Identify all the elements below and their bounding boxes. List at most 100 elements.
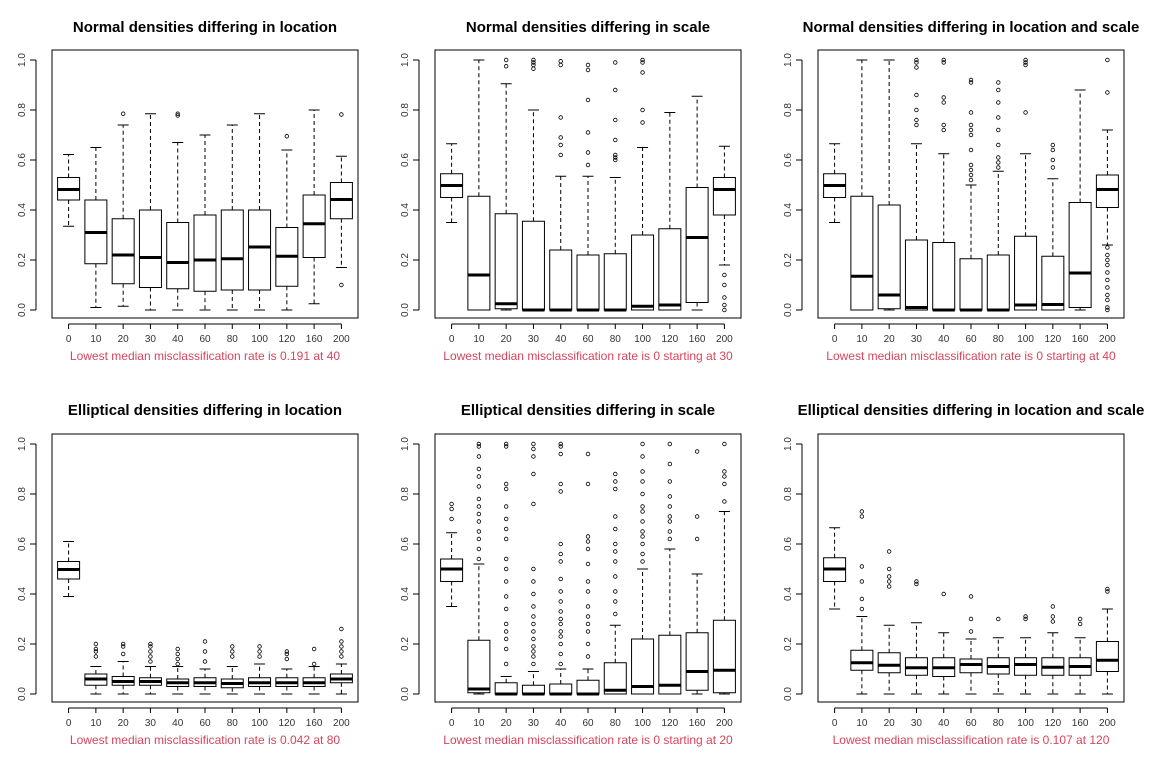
outlier-point: [1105, 257, 1110, 263]
x-tick-label: 10: [473, 334, 485, 345]
y-tick-label: 0.4: [783, 203, 794, 217]
outlier-point: [914, 579, 919, 584]
outlier-point: [640, 551, 645, 557]
outlier-point: [503, 646, 509, 652]
outlier-point: [613, 471, 618, 477]
y-tick-label: 0.6: [400, 537, 411, 551]
outlier-point: [941, 122, 946, 128]
outlier-point: [585, 67, 591, 73]
outlier-point: [531, 579, 536, 584]
boxplot-160: [685, 449, 709, 695]
boxplot-100: [248, 113, 272, 311]
boxplot-30: [904, 57, 928, 311]
boxplot-40: [932, 591, 956, 695]
x-tick-label: 30: [911, 718, 923, 729]
outlier-point: [175, 113, 180, 118]
boxplot-20: [111, 111, 135, 307]
outlier-point: [667, 479, 673, 484]
boxplot-160: [302, 646, 326, 695]
iqr-box: [138, 209, 162, 288]
x-tick-label: 160: [306, 334, 323, 345]
outlier-point: [613, 486, 618, 492]
y-tick-label: 0.2: [17, 253, 28, 267]
outlier-point: [531, 66, 536, 71]
iqr-box: [467, 195, 491, 311]
plot-frame: [817, 49, 1125, 319]
iqr-box: [685, 187, 709, 303]
outlier-point: [968, 110, 974, 115]
iqr-box: [603, 662, 627, 695]
outlier-point: [640, 70, 645, 75]
outlier-point: [1023, 110, 1028, 115]
plot-frame: [434, 49, 742, 319]
outlier-point: [694, 536, 700, 542]
y-tick-label: 0.2: [400, 637, 411, 651]
boxplot-0: [57, 154, 81, 227]
boxplot-80: [220, 124, 244, 311]
outlier-point: [311, 661, 317, 667]
outlier-point: [640, 519, 645, 524]
outlier-point: [202, 639, 208, 644]
iqr-box: [576, 679, 600, 695]
outlier-point: [503, 629, 509, 634]
iqr-box: [166, 222, 190, 290]
x-tick-label: 100: [251, 334, 268, 345]
outlier-point: [120, 651, 126, 657]
x-tick-label: 30: [145, 334, 157, 345]
outlier-point: [996, 127, 1001, 133]
iqr-box: [631, 638, 655, 695]
x-tick-label: 0: [832, 718, 838, 729]
outlier-point: [1105, 90, 1110, 95]
outlier-point: [667, 494, 673, 499]
y-tick-label: 1.0: [783, 53, 794, 67]
outlier-point: [558, 609, 563, 614]
outlier-point: [503, 621, 509, 627]
x-tick-label: 120: [1044, 334, 1061, 345]
x-tick-label: 20: [501, 718, 513, 729]
x-tick-label: 0: [449, 334, 455, 345]
x-tick-label: 40: [172, 718, 184, 729]
outlier-point: [148, 649, 153, 654]
boxplot-40: [932, 57, 956, 312]
outlier-point: [476, 454, 482, 459]
outlier-point: [558, 616, 563, 622]
outlier-point: [996, 100, 1001, 105]
panel-elliptical-location: Elliptical densities differing in locati…: [17, 402, 359, 747]
outlier-point: [476, 466, 482, 472]
outlier-point: [585, 561, 591, 567]
outlier-point: [476, 474, 482, 479]
outlier-point: [558, 541, 563, 547]
outlier-point: [558, 62, 563, 68]
outlier-point: [640, 479, 645, 484]
outlier-point: [859, 606, 865, 612]
outlier-point: [1023, 60, 1028, 65]
boxplot-30: [521, 57, 545, 312]
outlier-point: [531, 621, 536, 627]
outlier-point: [640, 534, 645, 539]
outlier-point: [531, 654, 536, 659]
outlier-point: [1023, 614, 1028, 619]
panel-title: Elliptical densities differing in locati…: [798, 402, 1145, 419]
iqr-box: [603, 253, 627, 311]
x-tick-label: 0: [832, 334, 838, 345]
iqr-box: [658, 228, 682, 311]
boxplot-200: [329, 626, 353, 695]
y-tick-label: 0.2: [783, 637, 794, 651]
x-tick-label: 40: [938, 718, 950, 729]
outlier-point: [996, 155, 1001, 160]
outlier-point: [968, 162, 974, 168]
outlier-point: [339, 649, 344, 654]
boxplot-100: [1014, 57, 1038, 311]
y-tick-label: 1.0: [17, 437, 28, 451]
outlier-point: [339, 654, 344, 659]
outlier-point: [93, 649, 99, 654]
outlier-point: [941, 57, 946, 63]
outlier-point: [503, 441, 509, 447]
outlier-point: [585, 614, 591, 619]
iqr-box: [549, 249, 573, 311]
iqr-box: [467, 639, 491, 694]
outlier-point: [284, 656, 290, 662]
outlier-point: [996, 616, 1001, 622]
outlier-point: [175, 661, 180, 667]
